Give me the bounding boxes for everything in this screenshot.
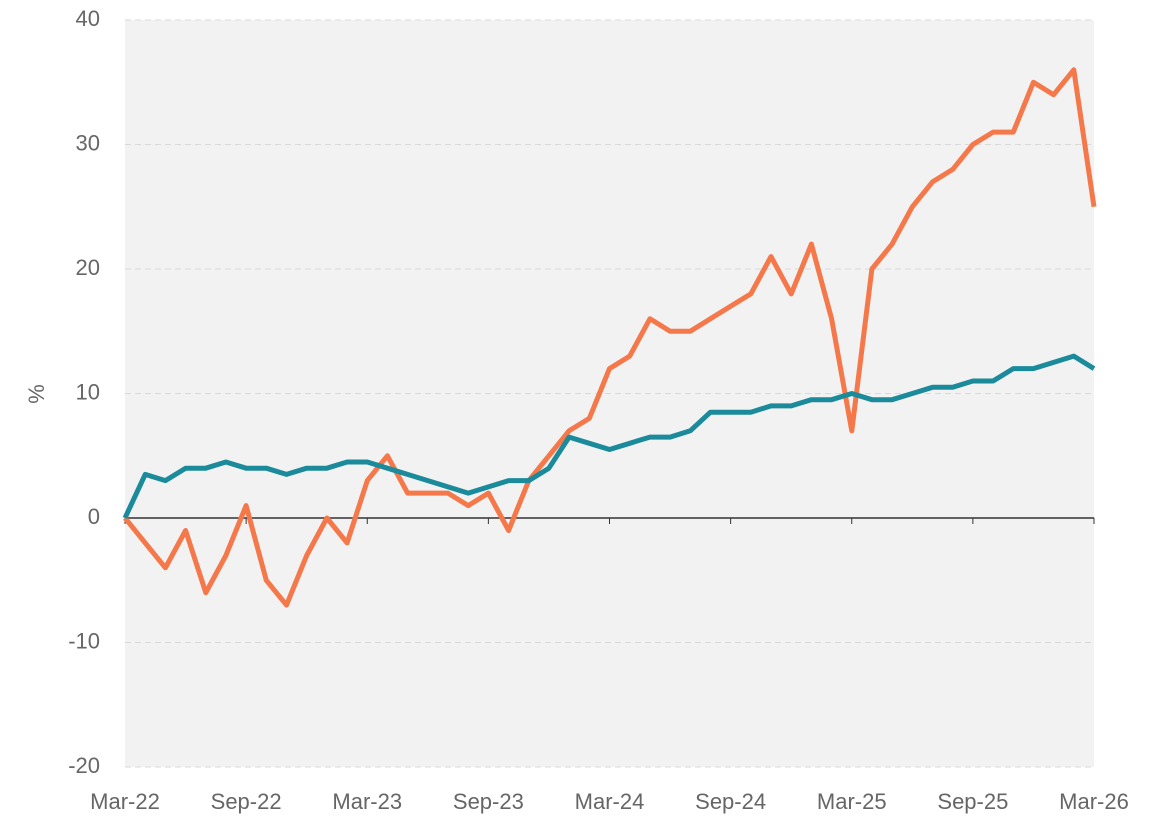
x-tick-label: Sep-25 [937, 789, 1008, 814]
y-tick-label: 0 [88, 504, 100, 529]
x-tick-label: Mar-22 [90, 789, 160, 814]
x-tick-label: Mar-25 [817, 789, 887, 814]
y-tick-label: -20 [68, 753, 100, 778]
x-tick-label: Sep-23 [453, 789, 524, 814]
y-tick-label: 20 [76, 255, 100, 280]
x-tick-label: Mar-26 [1059, 789, 1129, 814]
y-axis-label: % [24, 384, 49, 404]
y-tick-label: 10 [76, 379, 100, 404]
y-tick-label: 40 [76, 6, 100, 31]
y-tick-label: -10 [68, 628, 100, 653]
x-tick-label: Sep-24 [695, 789, 766, 814]
x-tick-label: Sep-22 [211, 789, 282, 814]
x-tick-label: Mar-24 [575, 789, 645, 814]
y-tick-label: 30 [76, 130, 100, 155]
x-tick-label: Mar-23 [332, 789, 402, 814]
line-series [123, 67, 1097, 608]
line-series [122, 353, 1096, 520]
